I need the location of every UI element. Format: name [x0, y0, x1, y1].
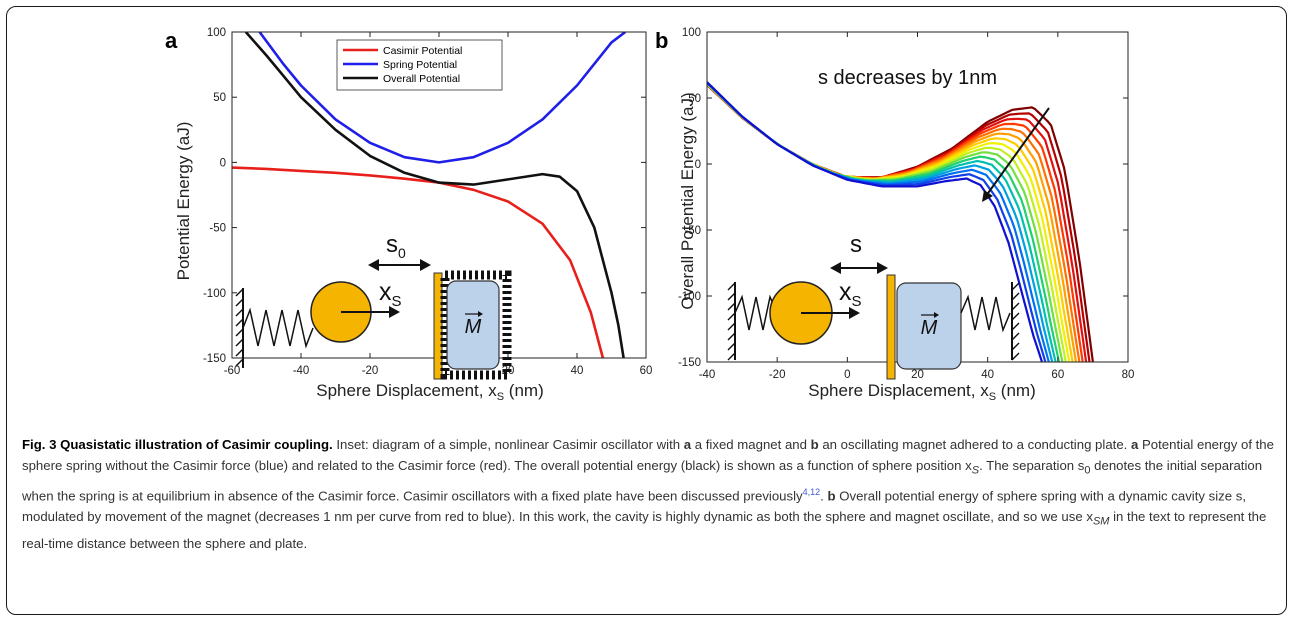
- caption-text: an oscillating magnet adhered to a condu…: [818, 437, 1131, 452]
- xs-label-a: xS: [379, 278, 402, 310]
- caption-sub: 0: [1084, 464, 1091, 477]
- caption-text: Overall potential energy of sphere sprin…: [22, 488, 1247, 525]
- panel-a-label: a: [165, 28, 178, 53]
- figure-caption: Fig. 3 Quasistatic illustration of Casim…: [22, 434, 1277, 554]
- caption-text: Inset: diagram of a simple, nonlinear Ca…: [332, 437, 684, 452]
- panel-b-annotation: s decreases by 1nm: [818, 67, 997, 89]
- a-xtick-label: -60: [224, 365, 241, 377]
- b-xtick-label: 60: [1051, 369, 1064, 381]
- panel-b-ylabel: Overall Potential Energy (aJ): [678, 92, 697, 309]
- overall-potential-line: [244, 32, 625, 358]
- caption-sub: SM: [1092, 515, 1110, 528]
- caption-text: denotes the initial separation when the …: [22, 458, 1263, 504]
- figure: a -60 -40 -20 0 20 40 60 -150 -100 -50 0 50 100 Pote…: [165, 27, 1134, 403]
- a-xtick-label: -40: [293, 365, 310, 377]
- legend-casimir: Casimir Potential: [383, 45, 462, 57]
- panel-a-legend: Casimir Potential Spring Potential Overa…: [336, 39, 503, 91]
- b-xtick-label: 0: [844, 369, 850, 381]
- caption-text: Potential energy of the sphere spring wi…: [22, 437, 1274, 473]
- caption-text: in the text to represent the real-time d…: [22, 509, 1267, 551]
- b-xtick-label: -20: [769, 369, 786, 381]
- b-xtick-label: 20: [911, 369, 924, 381]
- spring-b-left: [734, 294, 778, 331]
- caption-text: .: [820, 488, 828, 504]
- caption-text: a fixed magnet and: [691, 437, 811, 452]
- magnet-label-b: M: [921, 317, 938, 339]
- magnet-a: [446, 280, 500, 370]
- s-label: s: [850, 231, 862, 258]
- b-ytick-label: -150: [678, 357, 701, 369]
- plate-b: [886, 274, 896, 380]
- panel-b: b -40 -20 0 20 40 60 80 -150 -100 -50 0 50 100 Overa…: [655, 27, 1134, 403]
- panel-b-label: b: [655, 28, 668, 53]
- b-xtick-label: 80: [1122, 369, 1135, 381]
- a-ytick-label: 100: [207, 27, 226, 39]
- magnet-b: [896, 282, 962, 370]
- panel-a-inset: xS s0 M: [235, 231, 512, 380]
- xs-label-b: xS: [839, 278, 862, 310]
- a-xtick-label: 40: [571, 365, 584, 377]
- a-ytick-label: 50: [213, 92, 226, 104]
- caption-reference-link[interactable]: 4,12: [802, 486, 821, 497]
- panel-b-plot: [707, 81, 1094, 362]
- s0-label: s0: [386, 231, 406, 261]
- b-xtick-label: 40: [981, 369, 994, 381]
- casimir-potential-line: [232, 166, 605, 358]
- caption-a-ref: a: [683, 437, 692, 452]
- a-ytick-label: -150: [203, 353, 226, 365]
- caption-b-ref: b: [827, 488, 836, 504]
- panel-a-xlabel: Sphere Displacement, xS (nm): [316, 381, 544, 403]
- b-ytick-label: 50: [688, 93, 701, 105]
- a-ytick-label: 0: [220, 157, 226, 169]
- spring-potential-line: [258, 32, 627, 164]
- panel-b-xlabel: Sphere Displacement, xS (nm): [808, 381, 1036, 403]
- legend-spring: Spring Potential: [383, 59, 457, 71]
- caption-a-ref: a: [1131, 437, 1139, 452]
- a-ytick-label: -100: [203, 288, 226, 300]
- panel-b-inset: xS s M: [727, 231, 1020, 380]
- figure-frame: [6, 6, 1287, 615]
- b-ytick-label: 100: [682, 27, 701, 39]
- spring-b-right: [960, 294, 1011, 333]
- a-xtick-label: 60: [640, 365, 653, 377]
- b-ytick-label: -100: [678, 291, 701, 303]
- legend-overall: Overall Potential: [383, 73, 460, 85]
- magnet-label-a: M: [465, 316, 482, 338]
- caption-text: . The separation s: [979, 458, 1085, 473]
- panel-a-plot: [232, 32, 627, 358]
- b-ytick-label: -50: [684, 225, 701, 237]
- caption-b-ref: b: [810, 437, 819, 452]
- caption-title: Fig. 3 Quasistatic illustration of Casim…: [22, 437, 333, 452]
- b-ytick-label: 0: [695, 159, 701, 171]
- overall-potential-curve: [707, 81, 1050, 362]
- a-ytick-label: -50: [209, 223, 226, 235]
- caption-sub: S: [971, 464, 980, 477]
- panel-a-ylabel: Potential Energy (aJ): [174, 122, 193, 281]
- spring-a: [242, 307, 314, 349]
- a-xtick-label: -20: [362, 365, 379, 377]
- b-xtick-label: -40: [699, 369, 716, 381]
